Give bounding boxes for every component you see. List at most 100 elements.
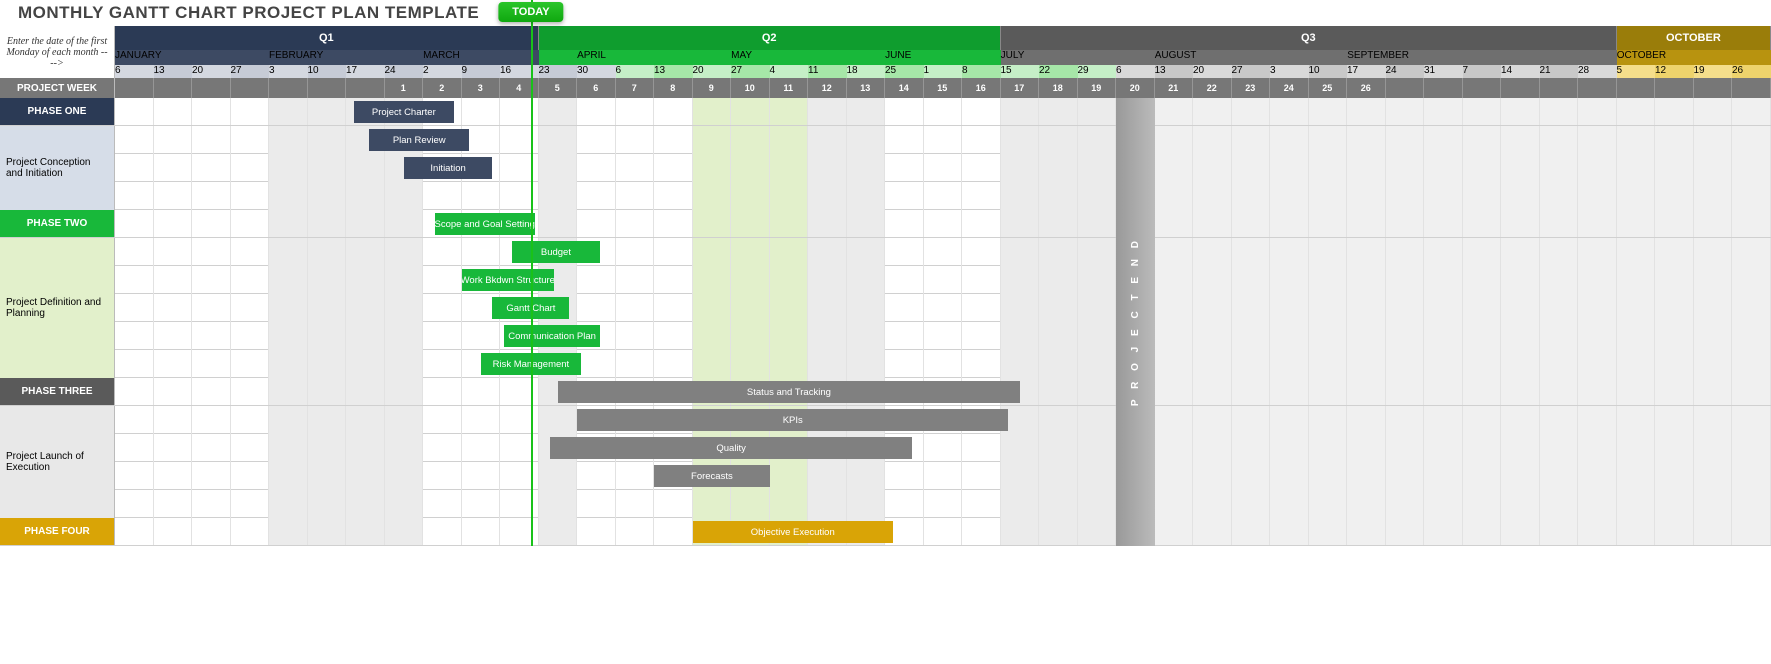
- week-cell: 3: [462, 78, 501, 98]
- day-cell: 26: [1732, 65, 1771, 78]
- week-cell: 12: [808, 78, 847, 98]
- day-cell: 24: [1386, 65, 1425, 78]
- month-cell: JANUARY: [115, 50, 269, 65]
- day-cell: 11: [808, 65, 847, 78]
- week-cell: 7: [616, 78, 655, 98]
- week-cell: 23: [1232, 78, 1271, 98]
- day-cell: 6: [115, 65, 154, 78]
- quarter-cell: Q1: [115, 26, 539, 50]
- gantt-bar: Scope and Goal Setting: [435, 213, 535, 235]
- day-cell: 13: [654, 65, 693, 78]
- month-cell: APRIL: [577, 50, 731, 65]
- gantt-bar: Plan Review: [369, 129, 469, 151]
- day-cell: 2: [423, 65, 462, 78]
- day-cell: 28: [1578, 65, 1617, 78]
- week-cell: [1655, 78, 1694, 98]
- week-cell: 13: [847, 78, 886, 98]
- day-cell: 27: [731, 65, 770, 78]
- week-cell: [1617, 78, 1656, 98]
- month-cell: SEPTEMBER: [1347, 50, 1501, 65]
- month-cell: [1501, 50, 1617, 65]
- week-cell: 2: [423, 78, 462, 98]
- week-cell: 17: [1001, 78, 1040, 98]
- day-cell: 3: [269, 65, 308, 78]
- week-cell: 5: [539, 78, 578, 98]
- week-cell: 24: [1270, 78, 1309, 98]
- gantt-bar: Communication Plan: [504, 325, 600, 347]
- week-cell: 8: [654, 78, 693, 98]
- week-cell: 6: [577, 78, 616, 98]
- phase-header-two: PHASE TWO: [0, 210, 115, 237]
- month-cell: JULY: [1001, 50, 1155, 65]
- day-cell: 3: [1270, 65, 1309, 78]
- week-cell: [1540, 78, 1579, 98]
- phase-header-four: PHASE FOUR: [0, 518, 115, 545]
- day-cell: 9: [462, 65, 501, 78]
- day-cell: 6: [616, 65, 655, 78]
- day-cell: 20: [192, 65, 231, 78]
- today-flag: TODAY: [498, 2, 563, 22]
- day-cell: 7: [1463, 65, 1502, 78]
- week-cell: 20: [1116, 78, 1155, 98]
- day-cell: 25: [885, 65, 924, 78]
- today-line: [531, 0, 533, 546]
- gantt-bar: Forecasts: [654, 465, 770, 487]
- gantt-bar: Budget: [512, 241, 601, 263]
- week-cell: [1463, 78, 1502, 98]
- week-cell: 21: [1155, 78, 1194, 98]
- week-cell: 26: [1347, 78, 1386, 98]
- project-week-label: PROJECT WEEK: [0, 78, 115, 98]
- day-cell: 20: [1193, 65, 1232, 78]
- week-cell: [1501, 78, 1540, 98]
- day-cell: 27: [1232, 65, 1271, 78]
- gantt-bar: Work Bkdwn Structure: [462, 269, 554, 291]
- day-cell: 10: [1309, 65, 1348, 78]
- day-cell: 20: [693, 65, 732, 78]
- gantt-bar: KPIs: [577, 409, 1008, 431]
- quarter-cell: OCTOBER: [1617, 26, 1771, 50]
- month-cell: JUNE: [885, 50, 1001, 65]
- day-cell: 23: [539, 65, 578, 78]
- day-cell: 18: [847, 65, 886, 78]
- day-cell: 17: [1347, 65, 1386, 78]
- day-cell: 1: [924, 65, 963, 78]
- week-cell: 15: [924, 78, 963, 98]
- day-cell: 24: [385, 65, 424, 78]
- week-cell: [231, 78, 270, 98]
- day-cell: 30: [577, 65, 616, 78]
- gantt-bar: Project Charter: [354, 101, 454, 123]
- week-cell: 25: [1309, 78, 1348, 98]
- day-cell: 13: [154, 65, 193, 78]
- day-cell: 29: [1078, 65, 1117, 78]
- day-cell: 10: [308, 65, 347, 78]
- week-cell: [1694, 78, 1733, 98]
- project-end-column: P R O J E C T E N D: [1116, 98, 1155, 546]
- week-cell: [1424, 78, 1463, 98]
- month-cell: MAY: [731, 50, 885, 65]
- day-cell: 5: [1617, 65, 1656, 78]
- week-cell: 11: [770, 78, 809, 98]
- week-cell: [154, 78, 193, 98]
- phase-header-one: PHASE ONE: [0, 98, 115, 125]
- gantt-bar: Initiation: [404, 157, 493, 179]
- day-cell: 17: [346, 65, 385, 78]
- day-cell: 22: [1039, 65, 1078, 78]
- month-cell: OCTOBER: [1617, 50, 1771, 65]
- gantt-bar: Status and Tracking: [558, 381, 1020, 403]
- week-cell: 9: [693, 78, 732, 98]
- day-cell: 27: [231, 65, 270, 78]
- month-cell: AUGUST: [1155, 50, 1348, 65]
- day-cell: 13: [1155, 65, 1194, 78]
- day-cell: 14: [1501, 65, 1540, 78]
- quarter-cell: Q3: [1001, 26, 1617, 50]
- week-cell: 16: [962, 78, 1001, 98]
- week-cell: [269, 78, 308, 98]
- day-cell: 15: [1001, 65, 1040, 78]
- week-cell: 1: [385, 78, 424, 98]
- quarter-cell: Q2: [539, 26, 1001, 50]
- week-cell: 22: [1193, 78, 1232, 98]
- phase-side-label-two: Project Definition and Planning: [0, 238, 115, 378]
- gantt-bar: Objective Execution: [693, 521, 893, 543]
- phase-side-label-three: Project Launch of Execution: [0, 406, 115, 518]
- week-cell: 10: [731, 78, 770, 98]
